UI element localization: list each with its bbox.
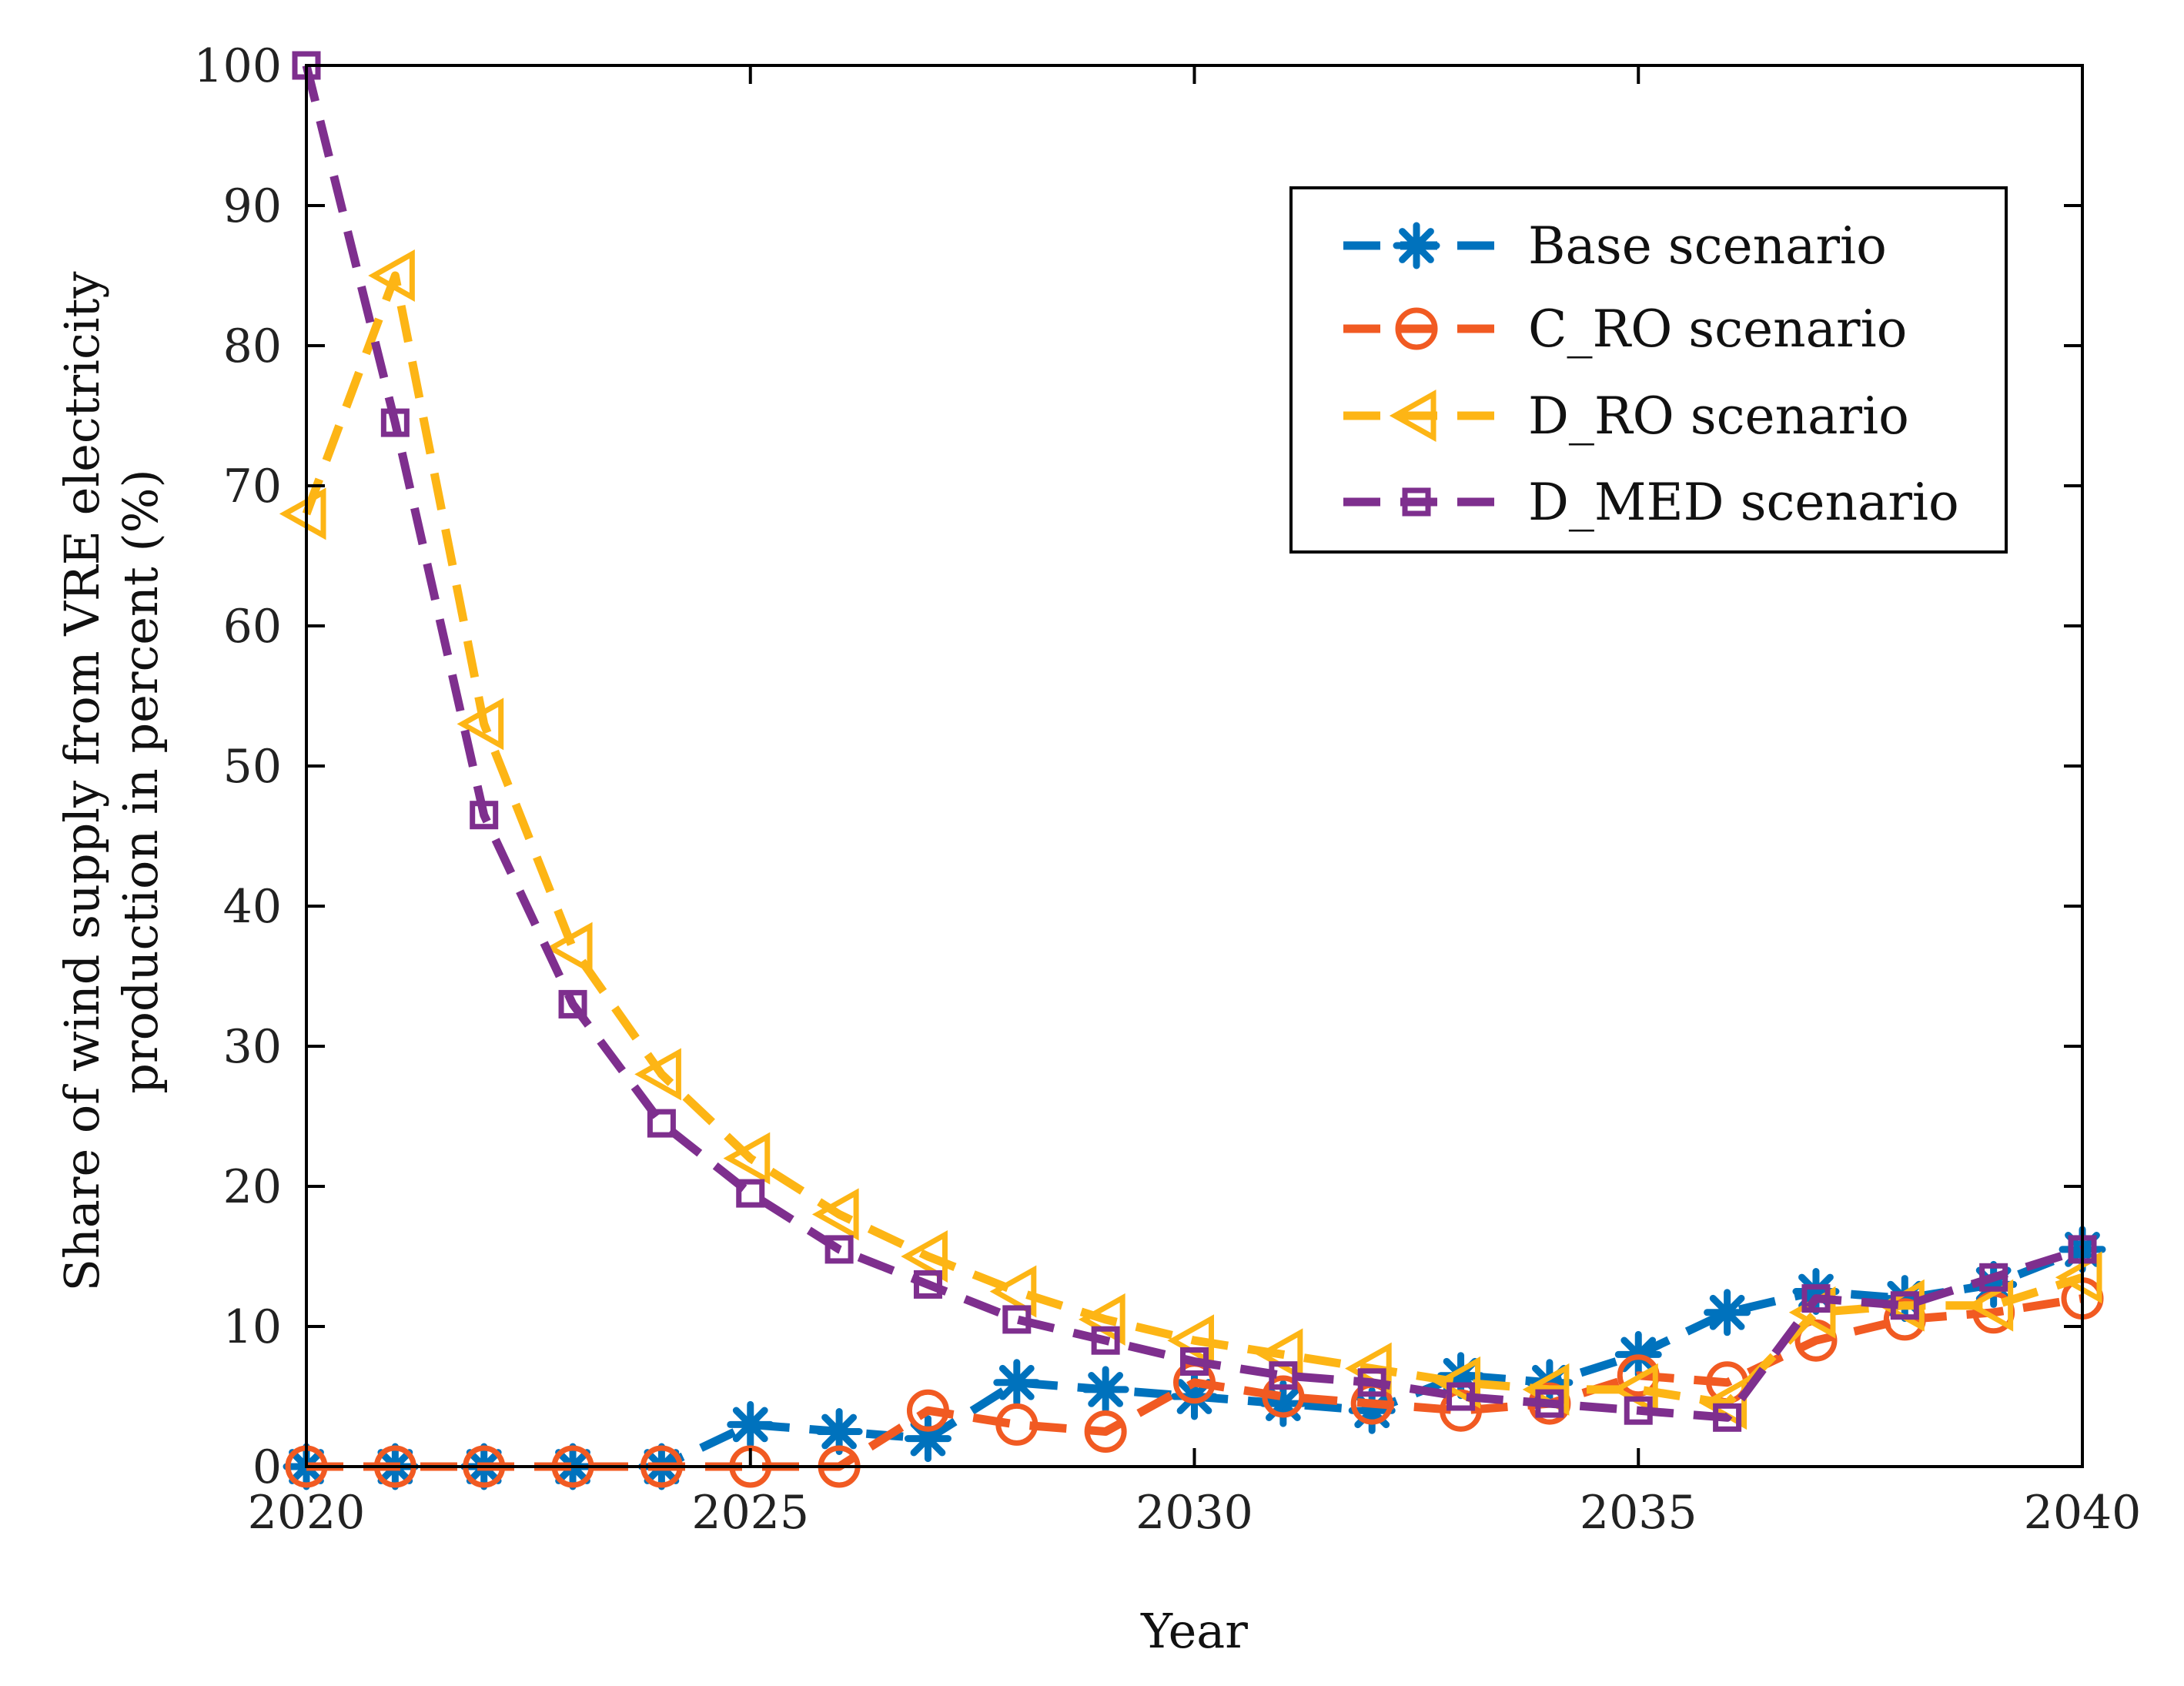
data-point-marker [1002,1305,1032,1334]
y-tick-label: 10 [223,1300,282,1354]
data-point-marker [906,1389,949,1432]
asterisk-stroke [1709,1294,1745,1330]
x-tick-label: 2030 [1135,1486,1253,1540]
series-3 [279,249,2102,1430]
data-point-marker [913,1270,942,1299]
data-point-marker [824,1235,854,1264]
data-point-marker [727,1400,774,1448]
data-point-marker [736,1179,765,1208]
data-point-marker [989,1265,1037,1318]
data-point-marker [993,1359,1041,1407]
data-point-marker [457,697,504,751]
legend-marker [1402,487,1431,517]
data-point-marker [1890,1291,1919,1320]
data-point-marker [2055,1251,2102,1304]
asterisk-stroke [821,1413,857,1450]
data-point-marker [815,1408,863,1455]
data-point-marker [1269,1361,1298,1390]
data-point-marker [1704,1289,1751,1336]
legend-label: C_RO scenario [1528,299,1907,359]
y-tick-label: 100 [193,39,282,93]
data-point-marker [901,1230,948,1283]
data-point-marker [1447,1382,1476,1411]
y-tick-label: 50 [223,740,282,794]
x-tick-label: 2025 [691,1486,809,1540]
x-tick-label: 2035 [1580,1486,1697,1540]
legend-label: Base scenario [1528,216,1887,276]
x-axis-title: Year [1140,1603,1248,1659]
legend-item: C_RO scenario [1343,299,1907,359]
data-point-marker [1262,1375,1305,1418]
asterisk-stroke [732,1407,768,1443]
y-tick-label: 90 [223,179,282,233]
legend: Base scenario C_RO scenario D_RO scenario D… [1289,186,2008,554]
legend-label: D_RO scenario [1528,386,1909,446]
x-tick-label: 2020 [248,1486,366,1540]
data-point-marker [1084,1410,1127,1453]
data-point-marker [1535,1389,1564,1418]
y-tick-label: 0 [253,1440,282,1494]
data-point-marker [380,408,410,437]
x-tick-label: 2040 [2024,1486,2142,1540]
data-point-marker [811,1188,859,1241]
data-point-marker [1082,1366,1129,1413]
series-line [302,64,2084,1422]
data-point-marker [995,1403,1038,1446]
y-tick-label: 60 [223,600,282,654]
data-point-marker [279,487,326,540]
legend-label: D_MED scenario [1528,473,1959,532]
data-point-marker [1966,1279,2014,1332]
legend-item: D_RO scenario [1343,386,1909,446]
y-tick-label: 40 [223,880,282,934]
y-tick-label: 30 [223,1020,282,1074]
series-4 [292,51,2097,1432]
data-point-marker [1624,1396,1653,1425]
data-point-marker [723,1132,771,1185]
y-tick-label: 70 [223,460,282,513]
legend-marker [1389,390,1436,442]
y-axis-title-line-1: Share of wind supply from VRE electricit… [54,272,110,1292]
data-point-marker [647,1109,676,1138]
asterisk-stroke [1399,228,1434,263]
data-point-marker [1801,1284,1831,1313]
data-point-marker [558,989,587,1019]
data-point-marker [470,801,499,830]
legend-marker [1395,307,1438,350]
data-point-marker [1357,1368,1386,1397]
legend-marker [1393,222,1440,269]
axes-layer: 2020 2025 2030 2035 204001020304050607080901… [193,39,2141,1540]
legend-item: Base scenario [1343,216,1887,276]
data-point-marker [1180,1347,1209,1376]
series-line [302,271,2084,1408]
y-tick-label: 20 [223,1160,282,1214]
data-point-marker [545,922,593,975]
y-axis-title-line-2: production in percent (%) [112,469,169,1093]
data-point-marker [1091,1326,1120,1355]
data-point-marker [1713,1403,1742,1432]
data-point-marker [368,249,415,302]
legend-item: D_MED scenario [1343,473,1959,532]
asterisk-stroke [998,1364,1035,1400]
data-point-marker [634,1048,681,1101]
y-tick-label: 80 [223,319,282,373]
data-point-marker [1433,1356,1481,1409]
data-point-marker [1979,1263,2008,1292]
asterisk-stroke [1088,1372,1124,1407]
